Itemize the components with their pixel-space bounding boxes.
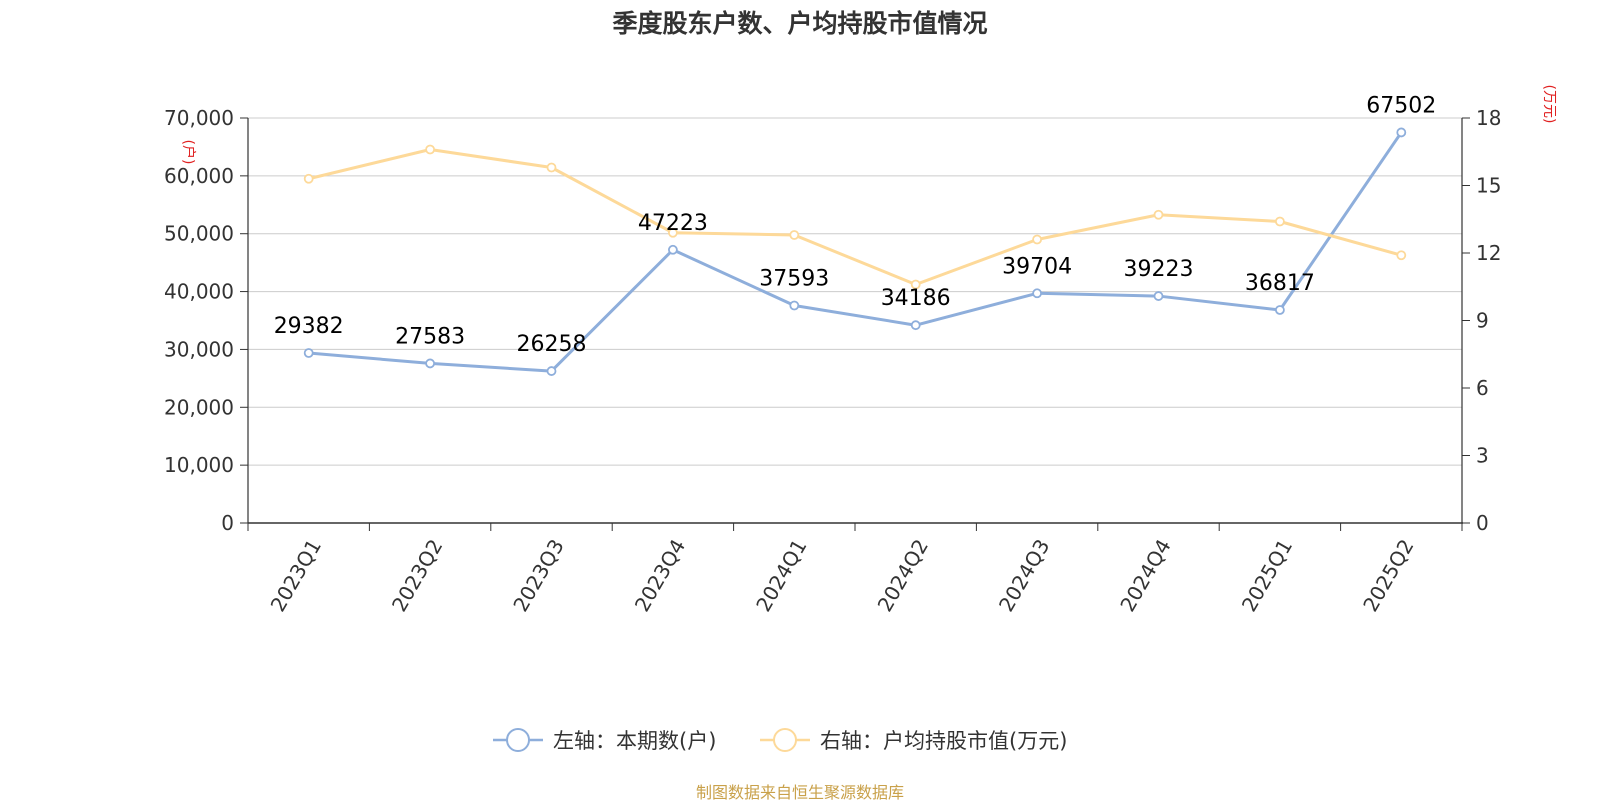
data-point-right [668,227,678,238]
data-point-right [546,162,557,173]
left-axis-unit: (户) [180,140,197,165]
x-axis-tick-label: 2025Q2 [1358,535,1418,616]
legend-label: 右轴：户均持股市值(万元) [820,729,1067,753]
legend-label: 左轴：本期数(户) [553,729,716,753]
right-axis-tick-label: 6 [1476,376,1489,400]
data-label: 67502 [1366,93,1436,118]
right-axis-tick-label: 3 [1476,444,1489,468]
left-axis-tick-label: 0 [221,511,234,535]
data-label: 27583 [395,324,465,349]
source-note: 制图数据来自恒生聚源数据库 [695,783,904,802]
right-axis-tick-label: 18 [1476,106,1501,130]
data-label: 39704 [1002,254,1072,279]
right-axis-tick-label: 0 [1476,511,1489,535]
data-label: 39223 [1124,257,1194,282]
right-axis-tick-label: 15 [1476,174,1501,198]
data-label: 47223 [638,211,708,236]
series-line-left [308,131,1403,373]
x-axis-tick-label: 2024Q4 [1115,535,1175,616]
x-axis-tick-label: 2025Q1 [1237,535,1297,616]
data-point-left [1153,291,1164,301]
x-axis-tick-label: 2023Q2 [387,535,447,616]
left-axis-tick-label: 20,000 [164,395,234,419]
data-point-left [910,320,921,331]
data-point-left [425,358,436,369]
x-axis-tick-label: 2024Q3 [994,535,1054,616]
series-line-right [308,148,1402,286]
right-axis-unit: (万元) [1541,85,1557,124]
series-lines [303,127,1407,376]
gridlines [248,117,1462,466]
data-point-right [1153,209,1164,220]
x-axis-tick-label: 2023Q1 [266,535,326,616]
data-point-right [789,230,800,240]
data-label: 26258 [517,332,587,357]
left-axis-tick-label: 60,000 [164,164,234,188]
x-axis-tick-label: 2024Q2 [873,535,933,616]
data-point-right [303,173,314,184]
x-axis-tick-label: 2023Q4 [630,535,690,616]
data-label: 34186 [881,286,951,311]
legend-marker [506,728,530,752]
legend-marker [773,728,797,752]
data-label: 29382 [274,314,344,339]
data-point-right [425,144,436,155]
x-axis-tick-label: 2023Q3 [508,535,568,616]
data-point-right [1032,234,1042,245]
data-label: 37593 [759,266,829,291]
data-point-left [1396,127,1407,138]
left-axis-tick-label: 30,000 [164,337,234,361]
data-labels: 29382 27583 26258 47223 37593 34186 39704 39223… [274,93,1437,357]
x-axis-tick-label: 2024Q1 [751,535,811,616]
data-label: 36817 [1245,271,1315,296]
legend: 左轴：本期数(户) 右轴：户均持股市值(万元) [493,728,1067,753]
left-axis-tick-label: 50,000 [164,222,234,246]
right-axis-tick-label: 9 [1476,309,1489,333]
data-point-left [668,244,678,255]
data-point-left [789,300,800,311]
data-point-left [303,348,314,358]
data-point-left [1032,288,1042,299]
left-axis-tick-label: 70,000 [164,106,234,130]
data-point-right [1396,250,1407,261]
left-axis-tick-label: 10,000 [164,453,234,477]
data-point-left [1275,305,1285,315]
left-axis-tick-label: 40,000 [164,280,234,304]
chart-title: 季度股东户数、户均持股市值情况 [612,9,988,38]
right-axis-tick-label: 12 [1476,241,1501,265]
data-point-right [910,279,921,290]
data-point-right [1275,216,1285,227]
data-point-left [546,366,557,376]
